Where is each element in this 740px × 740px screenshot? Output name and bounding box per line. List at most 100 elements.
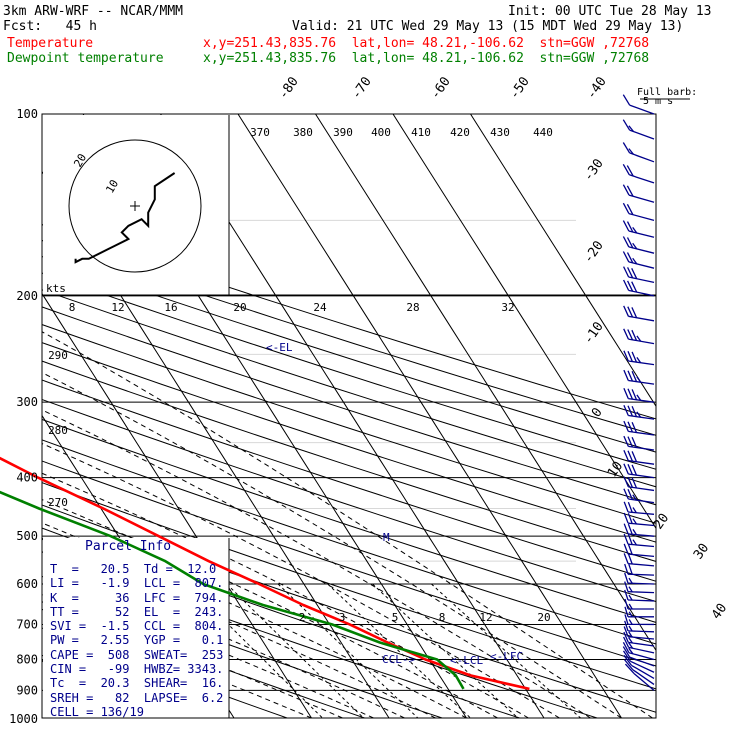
isotherm-line <box>0 114 2 718</box>
wind-barb <box>622 646 655 667</box>
temperature-tick-label: 20 <box>651 511 672 532</box>
wind-barb <box>622 220 655 238</box>
theta-label: 400 <box>371 126 391 139</box>
temperature-legend-label: Temperature <box>7 36 94 51</box>
sounding-profiles: <-EL M CCL-> <-LCL <-LFC <box>0 341 530 691</box>
hodograph-speed-label: 12 <box>111 301 124 314</box>
wind-barb <box>622 236 655 254</box>
wind-barb <box>623 512 655 527</box>
wind-barb <box>622 251 655 269</box>
wind-barb <box>624 606 655 618</box>
wind-barb <box>622 202 655 221</box>
wind-barb <box>622 184 655 203</box>
isotherm-line <box>392 114 656 530</box>
temperature-profile <box>0 456 530 691</box>
wind-barb <box>623 450 655 465</box>
pressure-tick-label: 100 <box>16 107 38 121</box>
temperature-station-info: x,y=251.43,835.76 lat,lon= 48.21,-106.62… <box>203 36 650 51</box>
isotherm-line <box>470 114 656 408</box>
dry-adiabat-line <box>42 379 656 582</box>
parcel-info-row: CAPE = 508 SWEAT= 253 <box>50 647 224 662</box>
dry-adiabat-line <box>42 306 656 506</box>
parcel-info-row: CELL = 136/19 <box>50 704 144 719</box>
temperature-tick-label: 30 <box>691 541 712 562</box>
parcel-info-row: PW = 2.55 YGP = 0.1 <box>50 633 224 648</box>
dry-adiabat-line <box>42 324 656 524</box>
dewpoint-legend-label: Dewpoint temperature <box>7 51 164 66</box>
parcel-info-row: TT = 52 EL = 243. <box>50 604 224 619</box>
mixing-ratio-line <box>327 583 471 718</box>
wind-barb <box>623 631 655 647</box>
pressure-tick-label: 600 <box>16 577 38 591</box>
wind-barb <box>622 94 655 115</box>
wind-barb <box>623 435 655 451</box>
hodograph-speed-label: 28 <box>406 301 419 314</box>
theta-label: 440 <box>533 126 553 139</box>
dry-adiabat-line <box>42 460 656 667</box>
dry-adiabat-line <box>42 224 656 420</box>
parcel-annotation: <-LFC <box>490 650 523 663</box>
init-time: Init: 00 UTC Tue 28 May 13 <box>508 4 712 19</box>
dry-adiabat-line <box>42 272 656 470</box>
dry-adiabat-line <box>42 360 656 562</box>
hodograph-unit-label: kts <box>46 282 66 295</box>
dewpoint-station-info: x,y=251.43,835.76 lat,lon= 48.21,-106.62… <box>203 51 650 66</box>
wind-barb <box>623 488 655 504</box>
pressure-tick-label: 300 <box>16 395 38 409</box>
parcel-info-title: Parcel Info <box>85 539 172 554</box>
dry-adiabat-line <box>42 575 443 718</box>
isotherm-line <box>160 114 545 718</box>
parcel-info-row: LI = -1.9 LCL = 807. <box>50 576 224 591</box>
theta-label: 370 <box>250 126 270 139</box>
hodograph-ring-label: 10 <box>103 178 121 196</box>
mixing-ratio-label: 3 <box>339 611 346 624</box>
parcel-info-background <box>43 538 229 720</box>
dry-adiabat-line <box>42 289 656 488</box>
valid-time: Valid: 21 UTC Wed 29 May 13 (15 MDT Wed … <box>292 19 684 34</box>
wind-barb <box>623 523 655 537</box>
mixing-ratio-label: 12 <box>479 611 492 624</box>
wind-barb <box>622 142 655 163</box>
wind-barb <box>624 563 655 576</box>
wind-barbs: Full barb:5 m s <box>622 87 697 691</box>
temperature-tick-label: -70 <box>349 74 375 102</box>
mixing-ratio-label: 5 <box>392 611 399 624</box>
wind-barb <box>623 463 655 479</box>
wind-barb <box>624 589 655 602</box>
dewpoint-profile <box>0 490 465 690</box>
hodograph-speed-label: 24 <box>313 301 327 314</box>
temperature-tick-label: -80 <box>276 74 302 102</box>
wind-barb <box>624 663 655 691</box>
wind-barb <box>623 533 655 548</box>
dry-adiabat-line <box>42 398 656 603</box>
theta-label: 430 <box>490 126 510 139</box>
hodograph-ring-label: 20 <box>71 152 89 170</box>
moist-adiabat-line <box>42 372 622 718</box>
hodograph-speed-label: 8 <box>69 301 76 314</box>
pressure-tick-label: 200 <box>16 289 38 303</box>
mixing-ratio-line <box>277 583 419 718</box>
theta-label: 420 <box>450 126 470 139</box>
pressure-tick-label: 400 <box>16 471 38 485</box>
theta-label: 380 <box>293 126 313 139</box>
wind-barb <box>622 641 655 661</box>
dry-adiabat-line <box>42 255 656 453</box>
isotherm-line <box>315 114 656 652</box>
dry-adiabat-line <box>42 239 656 436</box>
wind-barb <box>623 543 655 558</box>
temperature-tick-label: -50 <box>507 74 533 102</box>
wind-barb <box>623 369 655 385</box>
isotherm-line <box>42 170 390 718</box>
wind-barb <box>623 501 655 515</box>
wind-barb <box>624 620 655 633</box>
temperature-tick-label: 0 <box>589 405 606 420</box>
temperature-tick-label: 40 <box>709 601 730 622</box>
wind-barb <box>623 350 655 366</box>
wind-barb-key-title: Full barb: <box>637 87 697 98</box>
parcel-info-rows: T = 20.5 Td = 12.0 LI = -1.9 LCL = 807. K … <box>50 562 223 719</box>
temperature-tick-label: 10 <box>605 459 626 480</box>
